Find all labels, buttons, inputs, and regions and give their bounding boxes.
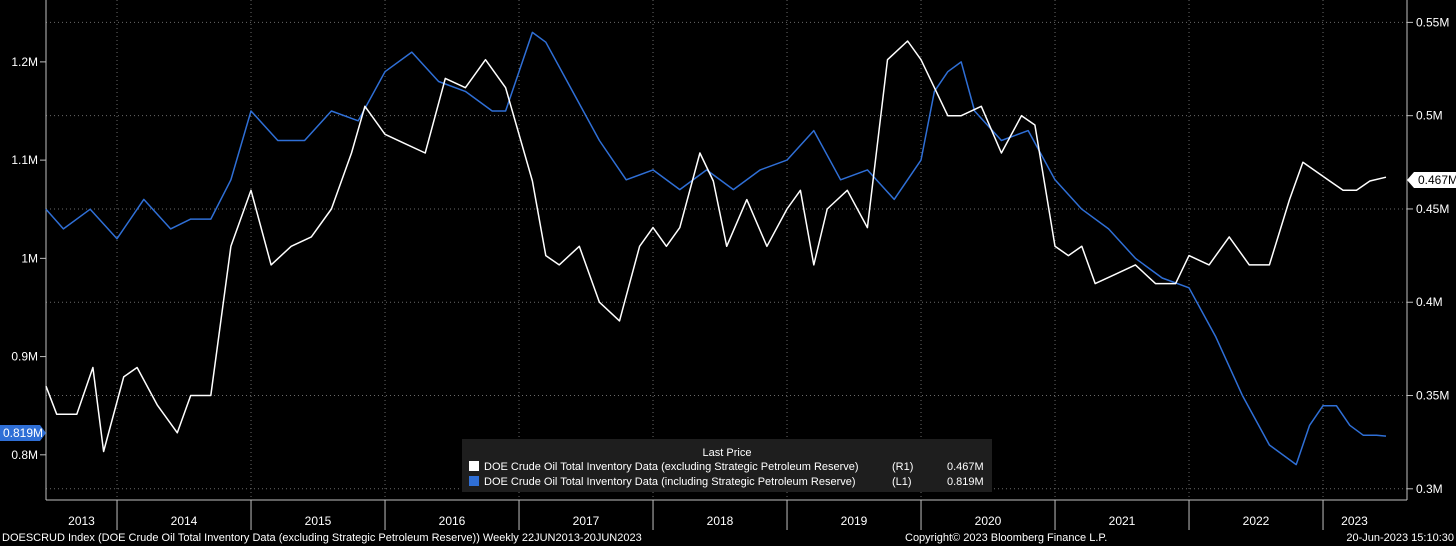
x-tick-label-2022: 2022 — [1243, 514, 1270, 528]
x-tick-label-2014: 2014 — [171, 514, 198, 528]
left-last-value-marker: 0.819M — [0, 425, 46, 441]
legend: Last Price DOE Crude Oil Total Inventory… — [462, 439, 992, 492]
left-tick-label: 0.8M — [11, 448, 38, 462]
left-axis-ticks: 0.8M 0.9M 1M 1.1M 1.2M — [11, 55, 46, 462]
legend-title: Last Price — [703, 447, 752, 459]
legend-entry-excluding-spr-value: 0.467M — [947, 461, 984, 473]
series-layer — [45, 31, 1387, 466]
footer-copyright: Copyright© 2023 Bloomberg Finance L.P. — [905, 532, 1107, 544]
legend-box — [462, 439, 992, 492]
legend-entry-including-spr-axis: (L1) — [892, 476, 912, 488]
legend-swatch-excluding-spr — [469, 461, 479, 471]
legend-entry-including-spr-label: DOE Crude Oil Total Inventory Data (incl… — [484, 476, 856, 488]
right-tick-label: 0.5M — [1416, 109, 1443, 123]
x-axis-year-labels: 2013 2014 2015 2016 2017 2018 2019 2020 2021 2022… — [68, 514, 1368, 528]
series-line-including-spr — [45, 31, 1387, 466]
series-line-excluding-spr — [45, 40, 1387, 453]
footer-ticker-description: DOESCRUD Index (DOE Crude Oil Total Inve… — [2, 532, 642, 544]
left-tick-label: 1M — [21, 251, 38, 265]
x-tick-label-2017: 2017 — [573, 514, 600, 528]
right-axis-ticks: 0.3M 0.35M 0.4M 0.45M 0.5M 0.55M — [1407, 15, 1449, 496]
x-tick-label-2015: 2015 — [305, 514, 332, 528]
right-last-value-marker: 0.467M — [1407, 172, 1456, 188]
legend-entry-including-spr-value: 0.819M — [947, 476, 984, 488]
legend-entry-excluding-spr-label: DOE Crude Oil Total Inventory Data (excl… — [484, 461, 859, 473]
x-tick-label-2013: 2013 — [68, 514, 95, 528]
right-last-value-label: 0.467M — [1418, 173, 1456, 187]
x-tick-label-2020: 2020 — [975, 514, 1002, 528]
left-last-value-label: 0.819M — [3, 426, 43, 440]
legend-swatch-including-spr — [469, 476, 479, 486]
right-tick-label: 0.35M — [1416, 389, 1449, 403]
left-tick-label: 1.2M — [11, 55, 38, 69]
right-tick-label: 0.45M — [1416, 202, 1449, 216]
right-tick-label: 0.55M — [1416, 15, 1449, 29]
x-tick-label-2019: 2019 — [841, 514, 868, 528]
legend-entry-excluding-spr-axis: (R1) — [892, 461, 913, 473]
right-tick-label: 0.3M — [1416, 482, 1443, 496]
x-tick-label-2023: 2023 — [1341, 514, 1368, 528]
x-tick-label-2018: 2018 — [707, 514, 734, 528]
x-tick-label-2016: 2016 — [439, 514, 466, 528]
footer-timestamp: 20-Jun-2023 15:10:30 — [1346, 532, 1454, 544]
x-tick-label-2021: 2021 — [1109, 514, 1136, 528]
right-tick-label: 0.4M — [1416, 295, 1443, 309]
left-tick-label: 0.9M — [11, 350, 38, 364]
left-tick-label: 1.1M — [11, 153, 38, 167]
